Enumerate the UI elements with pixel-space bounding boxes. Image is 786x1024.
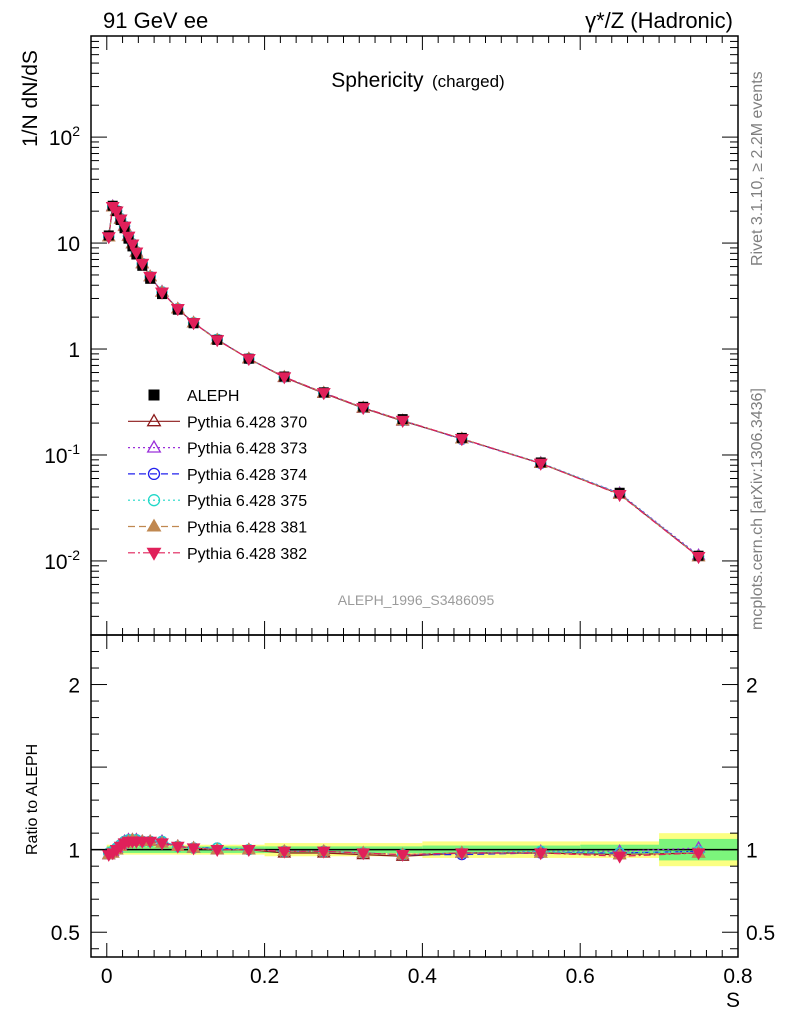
series-point-top xyxy=(101,232,116,245)
x-tick-label: 0 xyxy=(101,965,113,988)
main-plot-content xyxy=(101,198,706,564)
legend-label-0: Pythia 6.428 370 xyxy=(187,414,307,431)
side-mcplots-label: mcplots.cern.ch [arXiv:1306.3436] xyxy=(749,388,766,630)
series-point-top xyxy=(241,354,256,367)
series-point-top xyxy=(533,458,548,471)
legend-marker-0 xyxy=(146,413,162,427)
series-point-top xyxy=(612,489,627,502)
y-tick-label: 10-2 xyxy=(44,547,80,574)
side-rivet-label: Rivet 3.1.10, ≥ 2.2M events xyxy=(749,71,766,266)
main-panel: 10-2 10-1 1 10 102 Sphericity (charged) ALEP… xyxy=(19,35,739,636)
series-point-top xyxy=(395,415,410,428)
header-process: γ*/Z (Hadronic) xyxy=(585,8,733,33)
ratio-tick-label-left: 0.5 xyxy=(51,922,80,945)
series-point-top xyxy=(113,214,128,227)
ratio-tick-label-left: 2 xyxy=(68,675,80,698)
y-tick-label: 10-1 xyxy=(44,441,80,468)
y-axis-label: 1/N dN/dS xyxy=(19,50,42,147)
series-point-top xyxy=(186,318,201,331)
legend-label-1: Pythia 6.428 373 xyxy=(187,441,307,458)
ratio-point-5 xyxy=(612,851,627,864)
header-energy: 91 GeV ee xyxy=(103,8,208,33)
series-point-top xyxy=(121,231,136,244)
series-point-top xyxy=(155,287,169,300)
plot-title: Sphericity (charged) xyxy=(331,69,504,92)
ratio-point-5 xyxy=(186,843,201,856)
legend-label-data: ALEPH xyxy=(187,388,239,405)
legend-marker-3 xyxy=(147,494,161,507)
legend-marker-5 xyxy=(146,547,162,561)
series-point-top xyxy=(125,239,140,252)
x-tick-label: 0.2 xyxy=(250,965,279,988)
series-point-top xyxy=(691,552,706,564)
ratio-point-5 xyxy=(395,849,410,862)
y-tick-label: 10 xyxy=(57,233,80,256)
series-point-top xyxy=(210,335,225,348)
series-point-top xyxy=(454,434,469,447)
ratio-axis-ticks: 0 0.2 0.4 0.6 0.8 0.5 0.5 1 1 2 2 xyxy=(51,635,775,988)
analysis-watermark: ALEPH_1996_S3486095 xyxy=(338,592,495,608)
ratio-point-5 xyxy=(316,846,331,859)
legend-marker-2 xyxy=(147,467,161,481)
ratio-point-5 xyxy=(170,841,185,854)
ratio-point-5 xyxy=(210,845,225,857)
main-axis-ticks: 10-2 10-1 1 10 102 xyxy=(44,35,739,636)
plot-title-main: Sphericity xyxy=(331,69,424,92)
legend: ALEPH Pythia 6.428 370 Pythia 6.428 373 Pyt… xyxy=(128,388,307,563)
ratio-tick-label-right: 2 xyxy=(746,675,758,698)
series-point-top xyxy=(129,247,144,260)
legend-label-4: Pythia 6.428 381 xyxy=(187,520,307,537)
legend-marker-4 xyxy=(146,518,162,532)
legend-marker-data xyxy=(148,389,160,401)
x-tick-label: 0.8 xyxy=(723,965,752,988)
y-tick-label: 1 xyxy=(68,339,80,362)
ratio-tick-label-left: 1 xyxy=(68,840,80,863)
ratio-frame xyxy=(90,634,739,958)
series-point-top xyxy=(109,206,124,219)
ratio-panel: 0 0.2 0.4 0.6 0.8 0.5 0.5 1 1 2 2 Ratio to ALEPH S xyxy=(24,634,775,1012)
plot-title-suffix: (charged) xyxy=(432,72,505,91)
ratio-y-axis-label: Ratio to ALEPH xyxy=(24,744,41,855)
ratio-point-5 xyxy=(143,836,158,849)
x-tick-label: 0.6 xyxy=(566,965,595,988)
ratio-point-5 xyxy=(277,846,292,859)
series-point-top xyxy=(356,403,371,416)
legend-label-3: Pythia 6.428 375 xyxy=(187,493,307,510)
ratio-point-5 xyxy=(155,838,169,851)
ratio-tick-label-right: 1 xyxy=(746,840,758,863)
legend-label-5: Pythia 6.428 382 xyxy=(187,546,307,563)
ratio-point-5 xyxy=(241,845,256,857)
series-point-top xyxy=(143,271,158,284)
series-point-top xyxy=(135,258,150,271)
series-point-top xyxy=(170,304,185,317)
legend-label-2: Pythia 6.428 374 xyxy=(187,467,307,484)
ratio-point-5 xyxy=(533,848,548,861)
y-tick-label: 102 xyxy=(49,123,80,150)
x-axis-label: S xyxy=(726,989,740,1012)
ratio-tick-label-right: 0.5 xyxy=(746,922,775,945)
x-tick-label: 0.4 xyxy=(408,965,438,988)
series-point-top xyxy=(277,372,292,385)
ratio-point-5 xyxy=(356,848,371,861)
ratio-point-5 xyxy=(454,848,469,861)
series-point-top xyxy=(117,221,132,234)
ratio-point-5 xyxy=(691,848,706,861)
legend-marker-1 xyxy=(146,439,162,453)
series-point-top xyxy=(316,388,331,401)
ratio-plot-content xyxy=(91,832,738,867)
